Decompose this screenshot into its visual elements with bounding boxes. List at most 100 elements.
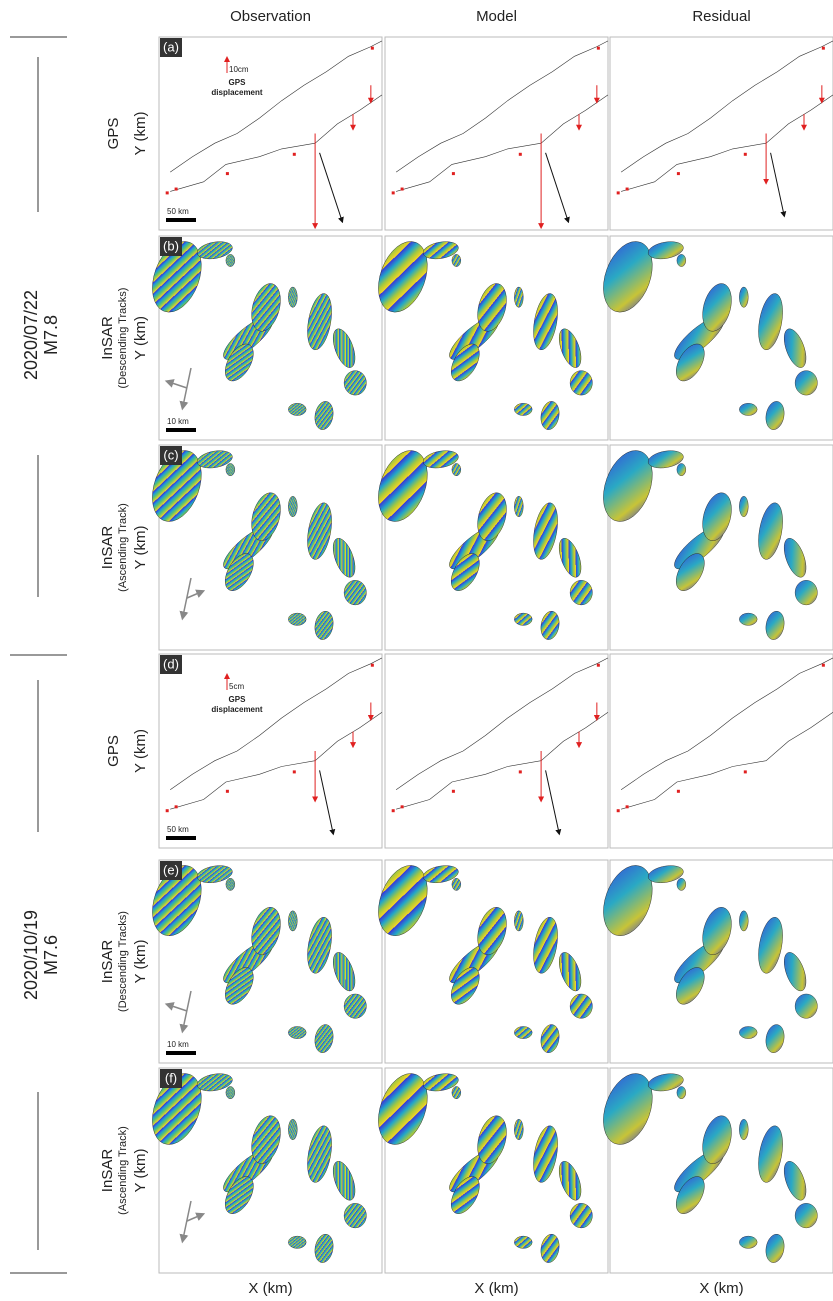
insar-patch: [739, 1119, 749, 1140]
insar-patch: [739, 1026, 758, 1039]
scale-bar-label: 10 km: [167, 1040, 189, 1049]
panel-tag: (f): [165, 1070, 177, 1085]
gps-arrow: [319, 152, 344, 224]
gps-station: [518, 770, 522, 774]
insar-patch: [739, 1235, 758, 1249]
insar-patch: [540, 1233, 560, 1263]
panel-frame: [384, 653, 609, 849]
insar-patch: [794, 1203, 818, 1229]
gps-legend: GPS: [229, 695, 247, 704]
column-header: Observation: [230, 8, 311, 25]
coastline: [395, 40, 609, 173]
panel-tag-bg: [160, 861, 182, 880]
map-panel: [603, 444, 833, 651]
gps-station: [165, 191, 169, 195]
scale-bar: [166, 218, 196, 222]
insar-patch: [422, 450, 459, 469]
insar-patch: [783, 538, 807, 578]
insar-patch: [514, 1119, 524, 1140]
insar-patch: [332, 328, 356, 368]
insar-patch: [794, 993, 818, 1019]
map-panel: [378, 444, 609, 651]
insar-patch: [559, 952, 582, 992]
y-axis-label: Y (km): [132, 729, 149, 773]
row-label: InSAR: [99, 940, 116, 984]
insar-patch: [451, 878, 462, 891]
insar-patch: [343, 580, 367, 606]
insar-patch: [378, 241, 428, 313]
event-magnitude: M7.8: [41, 315, 61, 355]
insar-patch: [378, 1073, 428, 1145]
gps-station: [174, 187, 178, 191]
look-arrow: [179, 990, 192, 1034]
insar-patch: [533, 917, 558, 974]
insar-patch: [343, 1203, 367, 1229]
insar-patch: [533, 502, 558, 560]
gps-scale-label: 5cm: [229, 682, 244, 691]
panel-tag-bg: [160, 38, 182, 57]
look-arrow: [179, 367, 192, 411]
map-panel: [603, 235, 833, 441]
row-label: InSAR: [99, 1149, 116, 1193]
scale-bar-label: 10 km: [167, 417, 189, 426]
insar-patch: [739, 910, 749, 932]
insar-patch: [675, 553, 705, 591]
insar-patch: [307, 917, 332, 974]
insar-patch: [702, 283, 732, 332]
row-label: InSAR: [99, 316, 116, 360]
insar-patch: [783, 328, 807, 368]
insar-patch: [739, 496, 749, 517]
panel-frame: [158, 653, 383, 849]
insar-patch: [307, 293, 332, 351]
insar-patch: [765, 610, 785, 640]
gps-station: [292, 770, 296, 774]
insar-patch: [765, 1024, 785, 1053]
insar-patch: [288, 496, 298, 517]
insar-patch: [307, 502, 332, 560]
y-axis-label: Y (km): [132, 112, 149, 156]
insar-patch: [251, 907, 281, 956]
coastline: [621, 94, 833, 192]
insar-patch: [676, 463, 687, 476]
insar-patch: [676, 254, 687, 267]
insar-patch: [333, 952, 356, 992]
gps-station: [518, 152, 522, 156]
panel-tag-bg: [160, 446, 182, 465]
insar-patch: [251, 1115, 281, 1164]
gps-station: [625, 805, 629, 809]
insar-patch: [152, 1073, 202, 1145]
insar-patch: [739, 286, 749, 308]
coastline: [620, 40, 833, 173]
gps-arrow: [319, 770, 336, 836]
insar-patch: [314, 610, 334, 640]
look-arrow: [179, 1200, 192, 1244]
gps-station: [625, 187, 629, 191]
look-arrow: [164, 379, 188, 389]
look-arrow: [186, 589, 206, 599]
insar-patch: [569, 993, 593, 1019]
y-axis-label: Y (km): [132, 940, 149, 984]
insar-patch: [450, 553, 480, 591]
coastline: [170, 94, 383, 192]
insar-patch: [794, 370, 818, 396]
insar-patch: [676, 343, 705, 382]
insar-patch: [702, 492, 732, 541]
insar-patch: [784, 952, 807, 992]
gps-station: [821, 663, 825, 667]
gps-legend: GPS: [229, 78, 247, 87]
insar-patch: [225, 1086, 236, 1099]
panel-tag-bg: [160, 237, 182, 256]
insar-patch: [152, 241, 202, 313]
map-panel: [378, 235, 609, 441]
map-panel: [609, 653, 833, 849]
insar-patch: [477, 283, 507, 332]
panel-tag: (d): [163, 656, 179, 671]
row-sublabel: (Ascending Track): [117, 503, 129, 592]
insar-patch: [196, 450, 233, 469]
coastline: [620, 657, 833, 791]
coastline: [396, 94, 609, 192]
insar-patch: [378, 450, 428, 522]
insar-patch: [251, 492, 281, 541]
